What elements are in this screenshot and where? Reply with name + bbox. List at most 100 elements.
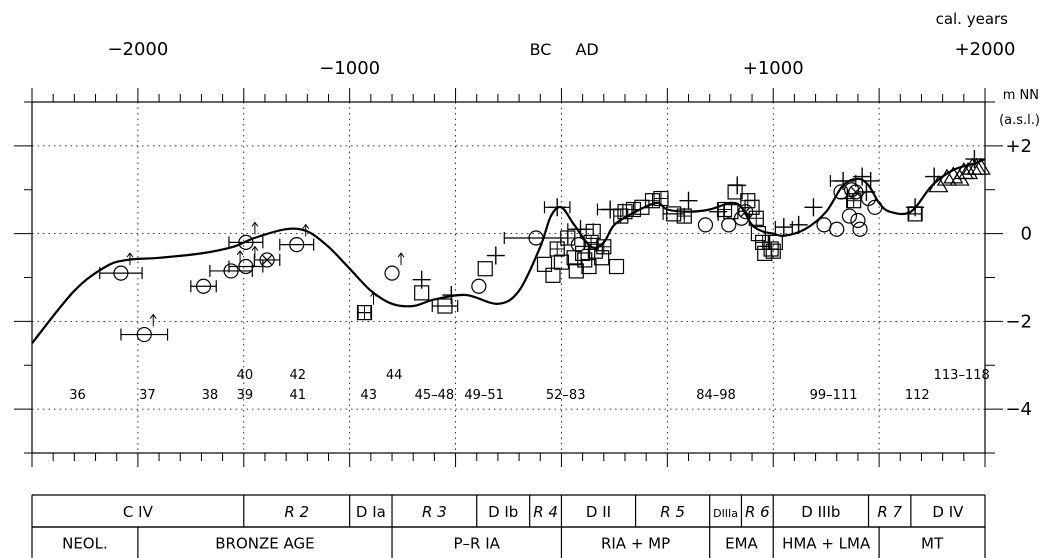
sea-level-curve xyxy=(31,157,986,344)
data-point-plus xyxy=(804,198,823,217)
data-point-square-cross xyxy=(748,210,764,226)
x-tick-label: −2000 xyxy=(107,39,168,60)
arrow-head xyxy=(397,252,405,258)
data-point-circle xyxy=(503,230,569,246)
point-marker-square xyxy=(553,254,570,270)
data-point-circle xyxy=(816,217,832,233)
data-point-plus xyxy=(774,218,793,237)
data-point-plus xyxy=(965,150,984,169)
data-point-square xyxy=(553,254,570,270)
data-point-circle xyxy=(867,199,883,215)
point-marker-square xyxy=(594,250,610,266)
point-marker-square xyxy=(545,267,561,283)
data-point-circle xyxy=(279,223,315,253)
data-point-circle xyxy=(852,221,868,237)
sample-number-labels: 36 37 38 40 39 42 41 44 43 45–48 49–51 52–83 84–98 99… xyxy=(69,368,990,403)
arrow-head xyxy=(236,250,244,256)
data-point-circle xyxy=(721,217,737,233)
period-label: DIIIa xyxy=(713,507,738,520)
period-label: D IV xyxy=(932,503,964,521)
data-point-square xyxy=(477,261,493,277)
point-marker-triangle xyxy=(958,162,979,180)
sample-label: 38 xyxy=(202,388,219,403)
x-tick-label: +2000 xyxy=(955,39,1016,60)
point-marker-square xyxy=(757,245,773,261)
point-marker-square xyxy=(744,199,760,215)
point-marker-circle xyxy=(238,234,254,250)
data-point-plus xyxy=(728,176,747,195)
point-marker-triangle xyxy=(936,168,957,186)
data-point-circle xyxy=(841,208,858,224)
period-label: EMA xyxy=(725,535,758,553)
y-axis-unit: m NN xyxy=(1003,88,1039,103)
period-label: D Ib xyxy=(488,503,518,521)
point-marker-circle xyxy=(867,199,883,215)
point-marker-circle xyxy=(697,217,714,233)
period-label: HMA + LMA xyxy=(782,535,871,553)
sample-label: 84–98 xyxy=(696,388,736,403)
point-marker-circle xyxy=(721,217,737,233)
point-marker-circle xyxy=(841,208,858,224)
sample-label: 43 xyxy=(360,388,377,403)
grid xyxy=(32,102,985,453)
point-marker-square xyxy=(536,256,553,272)
axis-labels: −2000 −1000 BC AD +1000 +2000 cal. years +2 0 −2 −… xyxy=(107,10,1040,420)
data-point-square xyxy=(585,223,601,240)
data-point-square-cross xyxy=(653,190,669,207)
data-point-square xyxy=(750,226,766,242)
data-point-square xyxy=(431,298,459,314)
period-label: R 2 xyxy=(284,503,309,521)
y-tick-label: −2 xyxy=(1005,311,1032,332)
data-point-square-cross xyxy=(625,201,642,218)
sample-label: 40 xyxy=(237,368,254,383)
point-marker-square xyxy=(437,298,453,314)
point-marker-circle xyxy=(223,263,239,279)
data-point-square xyxy=(536,256,553,272)
data-point-square-cross xyxy=(613,208,629,224)
arrow-head xyxy=(302,223,310,229)
arrow-head xyxy=(370,291,377,297)
data-point-square-cross xyxy=(596,239,612,255)
data-point-square-cross xyxy=(644,193,661,209)
data-point-plus xyxy=(543,198,571,217)
period-table: C IV R 2 D Ia R 3 D Ib R 4 D II R 5 DIIIa R 6 D II… xyxy=(31,494,986,558)
data-point-triangle xyxy=(928,175,949,193)
x-tick-label-ad: AD xyxy=(575,40,598,59)
data-point-circle xyxy=(829,221,845,237)
point-marker-circle xyxy=(528,230,544,246)
point-marker-circle xyxy=(195,278,212,294)
x-tick-label-bc: BC xyxy=(530,40,552,59)
data-point-square xyxy=(617,204,633,220)
data-point-triangle xyxy=(943,166,964,184)
data-point-square-cross xyxy=(583,234,599,250)
data-point-circle xyxy=(99,252,143,281)
point-marker-square xyxy=(608,258,625,275)
axis-ticks xyxy=(14,88,1003,467)
data-point-plus xyxy=(442,286,461,305)
data-point-plus xyxy=(486,246,505,265)
sample-label: 113–118 xyxy=(934,368,990,383)
data-point-square xyxy=(757,245,773,261)
data-point-plus xyxy=(906,198,925,217)
data-point-circle-x xyxy=(253,252,281,268)
period-label: D Ia xyxy=(356,503,386,521)
data-point-square xyxy=(568,263,584,279)
y-tick-label: +2 xyxy=(1005,136,1032,157)
arrow-head xyxy=(251,221,259,227)
x-axis-unit: cal. years xyxy=(936,10,1009,28)
data-point-plus xyxy=(567,220,594,239)
data-point-plus xyxy=(829,171,857,190)
data-point-triangle xyxy=(958,162,979,180)
data-point-circle xyxy=(190,278,217,294)
arrow-head xyxy=(126,252,134,258)
y-axis-unit-2: (a.s.l.) xyxy=(999,113,1040,128)
data-point-square xyxy=(765,243,781,259)
sample-label: 42 xyxy=(290,368,307,383)
point-marker-circle xyxy=(113,265,129,281)
data-point-square-cross xyxy=(356,291,377,321)
point-marker-circle xyxy=(816,217,832,233)
point-marker-x xyxy=(850,186,862,198)
point-marker-square xyxy=(767,234,783,250)
point-marker-circle xyxy=(238,258,254,275)
